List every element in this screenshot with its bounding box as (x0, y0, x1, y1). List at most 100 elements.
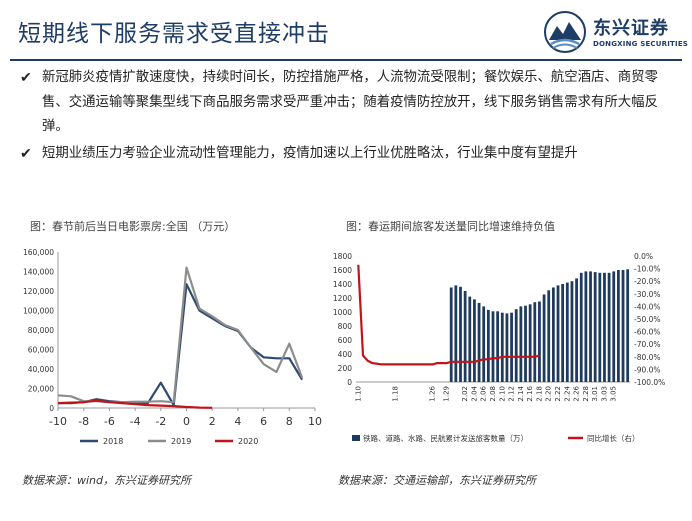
y-left-tick-label: 1000 (333, 308, 352, 317)
bar (584, 271, 588, 382)
y-left-tick-label: 200 (338, 364, 353, 373)
legend-label-2020: 2020 (238, 437, 258, 446)
bar (542, 294, 546, 382)
x-tick-label: -6 (104, 415, 115, 428)
x-tick-label: 2.02 (461, 386, 469, 402)
x-tick-label: 2.22 (554, 386, 562, 402)
legend-label-yoy: 同比增长（右） (587, 433, 640, 443)
bar (468, 296, 472, 382)
bar (616, 270, 620, 382)
legend-label-2018: 2018 (103, 437, 123, 446)
y-right-tick-label: 0.0% (634, 252, 653, 261)
series-line-2020 (57, 399, 213, 409)
bar (570, 281, 574, 382)
bar (486, 309, 490, 382)
x-tick-label: 2.20 (545, 386, 553, 402)
left-chart-title: 图：春节前后当日电影票房:全国 （万元） (30, 220, 236, 233)
passenger-volume-bar-chart: 0 200 400 600 800 1000 1200 1400 1600 1800 0.0% -10… (333, 252, 665, 443)
bar (603, 272, 606, 382)
bar (621, 270, 625, 382)
bar (561, 284, 565, 382)
x-tick-label: 2.28 (582, 386, 590, 402)
x-tick-label: 2.04 (470, 385, 478, 401)
y-left-tick-label: 0 (347, 378, 352, 387)
y-right-tick-label: -80.0% (634, 353, 661, 362)
bar (598, 272, 602, 382)
x-tick-label: 1.26 (429, 385, 437, 401)
bar (626, 269, 630, 382)
y-right-tick-label: -90.0% (634, 365, 661, 374)
x-tick-label: 2.18 (535, 386, 543, 402)
bar (538, 301, 541, 382)
y-tick-label: 80,000 (28, 326, 54, 335)
x-tick-label: 2.24 (563, 385, 571, 401)
x-tick-label: 1.29 (443, 386, 451, 402)
y-right-tick-label: -70.0% (634, 340, 661, 349)
legend-label-bars: 铁路、道路、水路、民航累计发送旅客数量（万） (363, 433, 528, 443)
x-tick-label: 2.06 (480, 385, 488, 401)
bar (463, 291, 467, 382)
x-tick-label: 10 (308, 415, 322, 428)
x-tick-label: 2.14 (517, 385, 525, 401)
company-logo: 东兴证券 DONGXING SECURITIES (543, 10, 688, 56)
bar (589, 271, 592, 382)
logo-name-cn: 东兴证券 (593, 18, 669, 39)
bar (565, 282, 569, 382)
y-tick-label: 60,000 (28, 346, 54, 355)
bar (556, 285, 560, 382)
bar (510, 312, 513, 382)
bar (528, 304, 532, 382)
y-right-tick-label: -10.0% (634, 265, 661, 274)
checkmark-icon: ✔ (20, 70, 32, 86)
legend-swatch-bars (352, 435, 360, 441)
x-tick-label: -2 (155, 415, 166, 428)
checkmark-icon: ✔ (20, 145, 32, 162)
y-tick-label: 40,000 (28, 365, 54, 374)
y-left-tick-label: 1600 (333, 266, 352, 275)
y-tick-label: 0 (49, 404, 54, 413)
x-tick-label: 2.26 (573, 385, 581, 401)
y-tick-label: 20,000 (28, 385, 54, 394)
bar (482, 306, 486, 382)
bullet-item: ✔ 短期业绩压力考验企业流动性管理能力，疫情加速以上行业优胜略汰，行业集中度有望… (20, 142, 670, 167)
x-tick-label: 2.16 (526, 385, 534, 401)
x-tick-label: 4 (234, 415, 241, 428)
x-tick-label: 2.08 (489, 386, 497, 402)
bar (514, 309, 518, 382)
legend-label-2019: 2019 (171, 437, 191, 446)
yoy-growth-line (357, 264, 540, 366)
x-tick-label: 8 (286, 415, 293, 428)
bar (459, 286, 462, 382)
x-tick-label: 0 (183, 415, 190, 428)
x-tick-label: 1.10 (354, 386, 362, 402)
bar (524, 305, 527, 382)
y-tick-label: 140,000 (23, 268, 54, 277)
x-tick-label: 1.18 (391, 386, 399, 402)
left-source-note: 数据来源：wind，东兴证券研究所 (22, 474, 192, 487)
bar (575, 278, 578, 382)
bar (477, 302, 481, 382)
box-office-line-chart: 0 20,000 40,000 60,000 80,000 100,000 120,000 1… (23, 248, 322, 446)
bar (547, 290, 551, 382)
y-left-tick-label: 600 (338, 336, 353, 345)
page-title: 短期线下服务需求受直接冲击 (18, 21, 330, 47)
y-left-tick-label: 800 (338, 322, 353, 331)
bullet-list: ✔ 新冠肺炎疫情扩散速度快，持续时间长，防控措施严格，人流物流受限制；餐饮娱乐、… (20, 66, 670, 166)
bullet-item: ✔ 新冠肺炎疫情扩散速度快，持续时间长，防控措施严格，人流物流受限制；餐饮娱乐、… (20, 66, 670, 140)
x-tick-label: 3.05 (610, 386, 618, 402)
bar (533, 302, 537, 382)
y-right-tick-label: -100.0% (634, 378, 665, 387)
bar (505, 313, 509, 382)
bar (612, 271, 616, 382)
x-tick-label: -8 (78, 415, 89, 428)
bar (551, 287, 555, 382)
y-left-tick-label: 400 (338, 350, 353, 359)
y-right-tick-label: -20.0% (634, 277, 661, 286)
x-tick-label: 3.03 (600, 386, 608, 402)
x-tick-label: 3.01 (591, 386, 599, 402)
right-chart-title: 图：春运期间旅客发送量同比增速维持负值 (346, 220, 555, 233)
x-tick-label: 2.12 (508, 386, 516, 402)
bar (449, 287, 453, 382)
y-tick-label: 100,000 (23, 307, 54, 316)
bar (496, 311, 500, 382)
